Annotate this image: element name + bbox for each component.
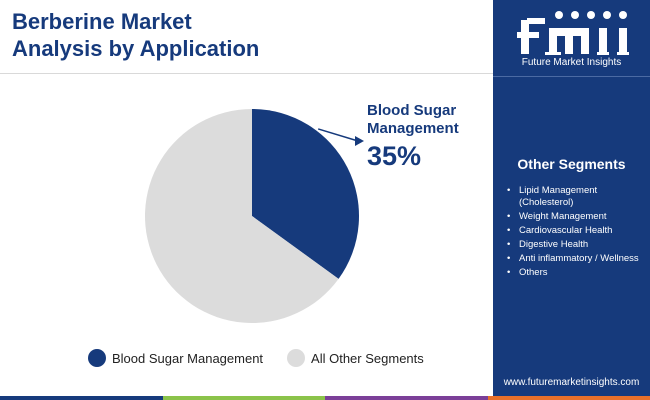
legend-swatch-other [287, 349, 306, 367]
sidebar-divider [493, 76, 650, 77]
list-item: • Digestive Health [503, 239, 650, 251]
legend-label-other: All Other Segments [311, 350, 424, 366]
segments-list: • Lipid Management (Cholesterol) • Weight … [503, 185, 650, 281]
segment-label: Weight Management [519, 211, 607, 222]
callout-label-line-1: Blood Sugar [367, 102, 457, 119]
legend-item-blood-sugar: Blood Sugar Management [88, 349, 263, 367]
bullet-icon: • [507, 185, 511, 196]
bullet-icon: • [507, 253, 511, 264]
sidebar: Future Market Insights Other Segments • L… [493, 0, 650, 400]
callout-label-line-2: Management [367, 120, 459, 137]
bottom-bar-segment [0, 396, 163, 400]
chart-legend: Blood Sugar Management All Other Segment… [88, 349, 448, 367]
segment-label: Lipid Management (Cholesterol) [519, 185, 598, 208]
logo-subtitle: Future Market Insights [521, 57, 622, 68]
other-segments-title: Other Segments [517, 156, 626, 172]
list-item: • Anti inflammatory / Wellness [503, 253, 650, 265]
callout-label: Blood Sugar Management [367, 102, 459, 138]
pie-chart [144, 109, 364, 323]
legend-item-other: All Other Segments [287, 349, 424, 367]
website-link[interactable]: www.futuremarketinsights.com [503, 377, 640, 388]
callout: Blood Sugar Management 35% [367, 102, 459, 172]
callout-arrowhead [355, 136, 364, 146]
list-item: • Lipid Management (Cholesterol) [503, 185, 650, 209]
callout-leader-line [317, 128, 359, 142]
list-item: • Others [503, 267, 650, 279]
pie-slice-all-other-segments [144, 109, 339, 323]
segment-label: Others [519, 267, 548, 278]
segment-label: Anti inflammatory / Wellness [519, 253, 639, 264]
list-item: • Cardiovascular Health [503, 225, 650, 237]
title-line-1: Berberine Market [12, 9, 192, 34]
fmi-logo-icon [517, 11, 629, 55]
bottom-bar-segment [325, 396, 488, 400]
callout-value: 35% [367, 141, 422, 171]
list-item: • Weight Management [503, 211, 650, 223]
bottom-color-bar [0, 396, 650, 400]
legend-label-blood-sugar: Blood Sugar Management [112, 350, 264, 366]
title-line-2: Analysis by Application [12, 36, 260, 61]
title-divider [0, 73, 493, 74]
bullet-icon: • [507, 225, 511, 236]
pie-slice-blood-sugar-management [252, 109, 359, 279]
legend-swatch-blood-sugar [88, 349, 106, 367]
bullet-icon: • [507, 267, 511, 278]
bottom-bar-segment [162, 396, 325, 400]
bullet-icon: • [507, 239, 511, 250]
page-title: Berberine Market Analysis by Application [12, 8, 259, 62]
bullet-icon: • [507, 211, 511, 222]
bottom-bar-segment [487, 396, 650, 400]
segment-label: Cardiovascular Health [519, 225, 613, 236]
segment-label: Digestive Health [519, 239, 589, 250]
